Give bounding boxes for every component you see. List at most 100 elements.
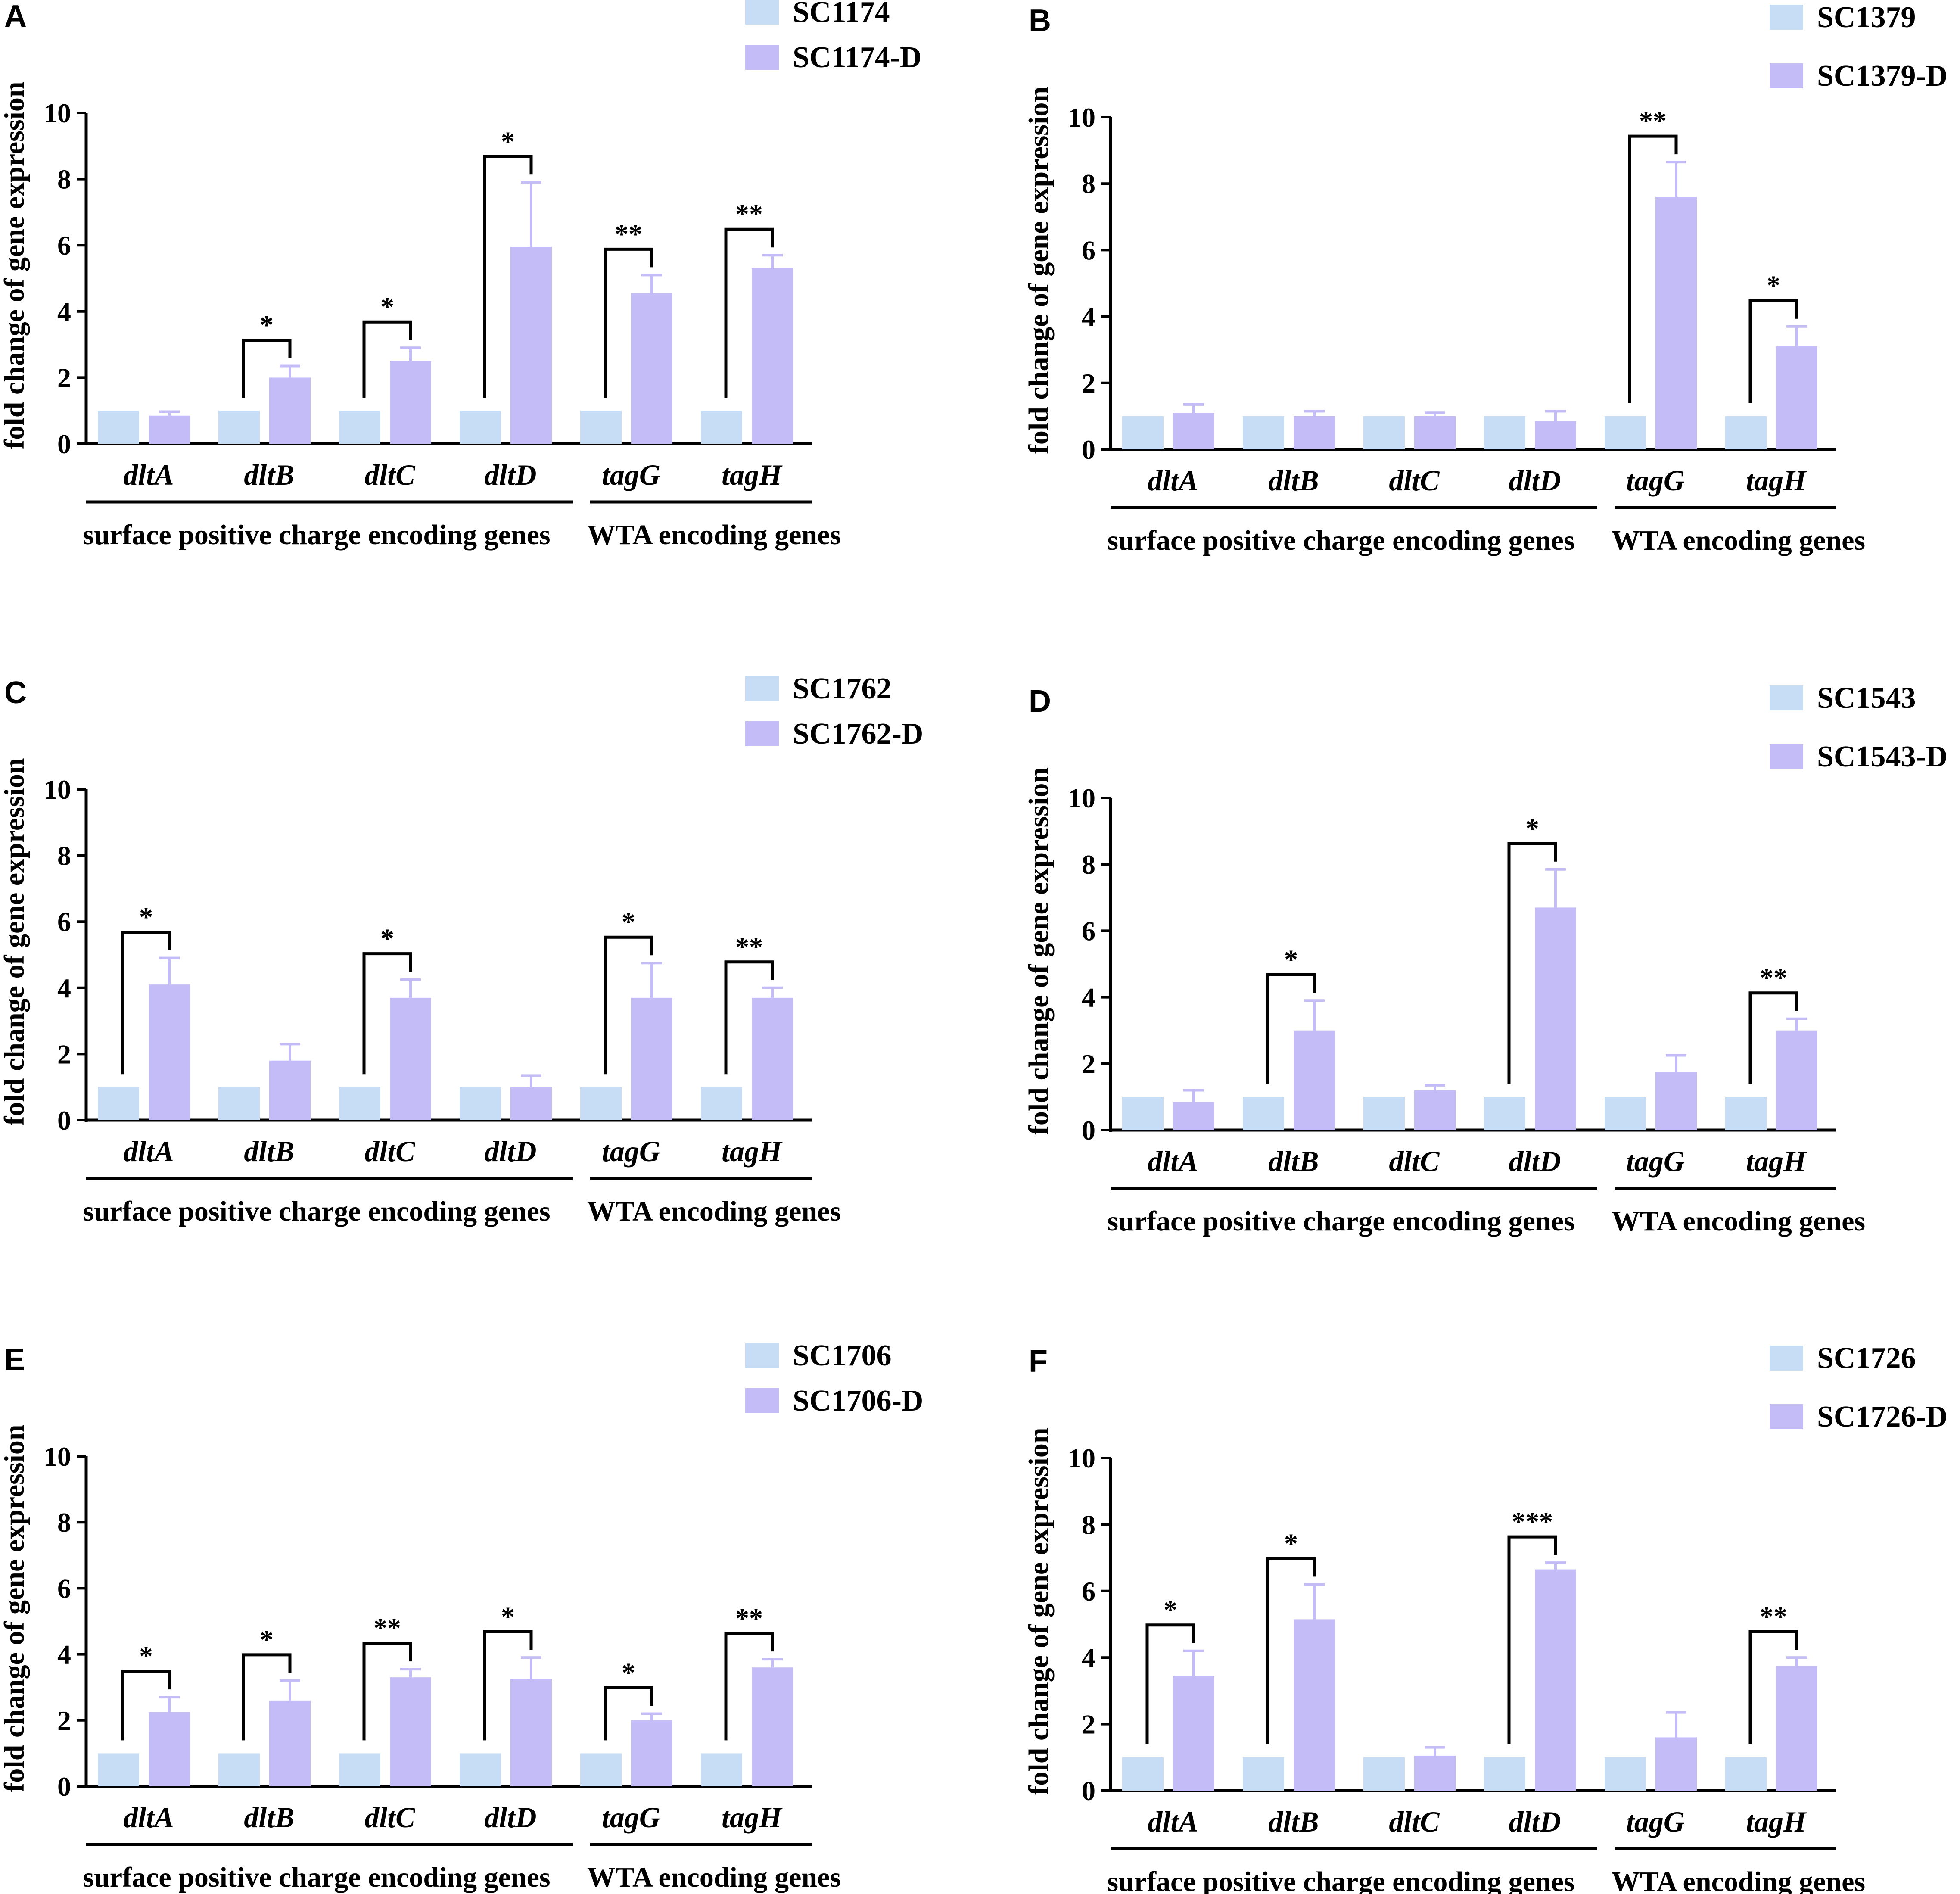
y-tick-label: 4 <box>57 1639 71 1670</box>
legend-label: SC1379-D <box>1817 59 1948 93</box>
group-label-surface: surface positive charge encoding genes <box>83 1196 550 1227</box>
significance-label-dltC: ** <box>373 1613 401 1643</box>
group-label-wta: WTA encoding genes <box>587 1196 841 1227</box>
significance-bracket-tagH <box>1748 299 1798 403</box>
bar-control-dltA <box>1122 1097 1164 1130</box>
legend-swatch-treated <box>745 1388 779 1413</box>
bar-treated-tagH <box>752 268 793 444</box>
bar-control-dltD <box>1484 416 1525 449</box>
bar-control-dltA <box>98 1087 139 1120</box>
significance-label-tagG: ** <box>615 218 642 249</box>
y-tick-label: 0 <box>57 429 71 459</box>
significance-label-tagH: ** <box>1760 963 1787 993</box>
bar-control-tagH <box>701 1753 742 1786</box>
y-axis-label: fold change of gene expression <box>0 1424 30 1792</box>
significance-label-dltD: * <box>501 126 515 156</box>
bar-treated-tagH <box>1776 346 1817 449</box>
bar-treated-dltA <box>149 1712 190 1786</box>
y-tick-label: 8 <box>1082 168 1095 199</box>
bar-control-dltB <box>1243 1757 1284 1791</box>
group-label-surface: surface positive charge encoding genes <box>1107 1206 1574 1237</box>
y-tick-label: 2 <box>57 1039 71 1069</box>
significance-bracket-dltB <box>1266 1557 1316 1744</box>
x-tick-label-dltA: dltA <box>123 1135 174 1168</box>
x-tick-label-dltC: dltC <box>1389 464 1440 497</box>
bar-control-dltA <box>1122 416 1164 449</box>
y-tick-label: 0 <box>57 1771 71 1802</box>
bar-treated-dltC <box>390 361 431 444</box>
legend-label: SC1706-D <box>793 1384 923 1417</box>
group-label-surface: surface positive charge encoding genes <box>1107 1866 1574 1894</box>
significance-label-tagH: ** <box>735 1603 763 1633</box>
significance-bracket-dltA <box>121 1670 171 1741</box>
y-tick-label: 6 <box>1082 1576 1095 1607</box>
significance-bracket-tagH <box>1748 991 1798 1084</box>
significance-label-tagG: * <box>622 1657 635 1688</box>
significance-label-dltA: * <box>139 902 153 932</box>
significance-bracket-dltC <box>362 952 412 1075</box>
group-label-surface: surface positive charge encoding genes <box>83 519 550 551</box>
legend-swatch-control <box>745 1343 779 1368</box>
significance-bracket-dltD <box>1507 1535 1557 1744</box>
legend-swatch-treated <box>1770 1404 1803 1429</box>
x-tick-label-tagG: tagG <box>602 458 660 491</box>
bar-treated-dltA <box>149 415 190 444</box>
y-axis-label: fold change of gene expression <box>1023 767 1055 1135</box>
x-tick-label-dltA: dltA <box>123 458 174 491</box>
bar-treated-dltC <box>1414 1755 1456 1791</box>
legend-swatch-control <box>1770 685 1803 710</box>
group-label-wta: WTA encoding genes <box>587 1862 841 1893</box>
bar-control-dltC <box>339 1087 380 1120</box>
group-label-wta: WTA encoding genes <box>587 519 841 551</box>
significance-bracket-tagG <box>604 935 653 1075</box>
legend-swatch-control <box>1770 5 1803 30</box>
significance-label-dltD: * <box>501 1601 515 1632</box>
significance-label-tagG: * <box>622 907 635 937</box>
y-tick-label: 8 <box>57 1507 71 1538</box>
bar-control-tagH <box>701 411 742 444</box>
legend-label: SC1726 <box>1817 1342 1916 1375</box>
bar-control-dltC <box>339 1753 380 1786</box>
y-tick-label: 10 <box>44 98 71 128</box>
group-label-wta: WTA encoding genes <box>1612 1206 1865 1237</box>
bar-control-tagG <box>1605 416 1646 449</box>
y-tick-label: 0 <box>57 1105 71 1136</box>
significance-label-dltC: * <box>380 291 394 322</box>
bar-treated-dltC <box>1414 1090 1456 1130</box>
bar-treated-dltA <box>149 984 190 1120</box>
x-tick-label-dltC: dltC <box>1389 1805 1440 1838</box>
y-tick-label: 8 <box>1082 1509 1095 1540</box>
bar-control-tagG <box>580 411 622 444</box>
significance-bracket-dltB <box>1266 973 1316 1084</box>
panel-letter: B <box>1029 3 1051 38</box>
significance-label-tagG: ** <box>1639 106 1667 136</box>
y-tick-label: 10 <box>1068 102 1095 133</box>
bar-control-dltB <box>218 1753 260 1786</box>
bar-treated-dltB <box>269 377 311 444</box>
bar-control-tagH <box>701 1087 742 1120</box>
bar-treated-dltB <box>1294 416 1335 449</box>
y-axis-label: fold change of gene expression <box>0 81 30 449</box>
x-tick-label-dltB: dltB <box>1268 1805 1319 1838</box>
significance-label-dltB: * <box>1284 1528 1298 1558</box>
significance-bracket-tagG <box>1628 134 1678 403</box>
significance-bracket-tagH <box>724 227 774 398</box>
bar-control-dltC <box>1363 416 1405 449</box>
group-label-wta: WTA encoding genes <box>1612 1866 1865 1894</box>
bar-treated-dltB <box>269 1700 311 1786</box>
bar-treated-tagH <box>1776 1030 1817 1130</box>
legend-label: SC1706 <box>793 1339 891 1372</box>
significance-bracket-dltA <box>1145 1623 1195 1744</box>
x-tick-label-tagH: tagH <box>1746 464 1807 497</box>
x-tick-label-dltD: dltD <box>485 1801 537 1834</box>
y-tick-label: 10 <box>44 1441 71 1472</box>
bar-control-dltC <box>339 411 380 444</box>
legend-swatch-treated <box>1770 744 1803 769</box>
legend-swatch-control <box>745 676 779 701</box>
bar-control-dltB <box>1243 416 1284 449</box>
x-tick-label-dltD: dltD <box>1509 464 1561 497</box>
